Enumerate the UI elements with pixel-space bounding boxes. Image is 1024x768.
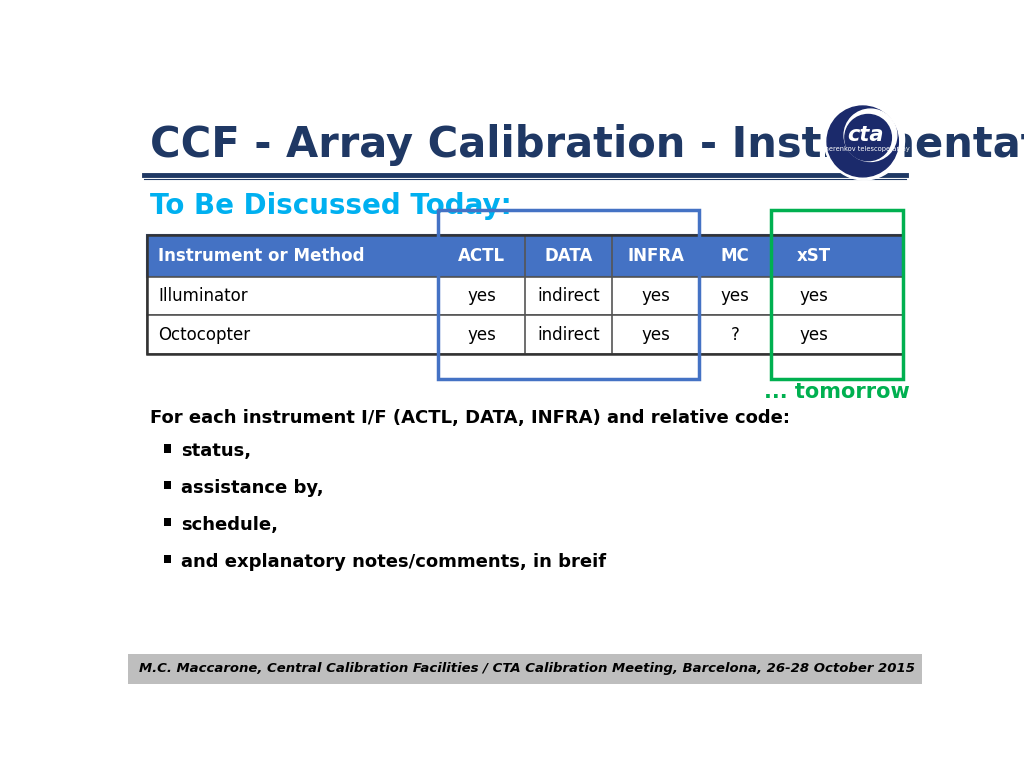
Text: and explanatory notes/comments, in breif: and explanatory notes/comments, in breif bbox=[180, 553, 606, 571]
Text: indirect: indirect bbox=[538, 326, 600, 344]
Text: assistance by,: assistance by, bbox=[180, 478, 324, 497]
Text: yes: yes bbox=[641, 326, 670, 344]
Bar bbox=[164, 518, 171, 526]
Circle shape bbox=[824, 100, 904, 180]
Text: To Be Discussed Today:: To Be Discussed Today: bbox=[150, 192, 511, 220]
Text: schedule,: schedule, bbox=[180, 515, 278, 534]
Bar bbox=[438, 210, 699, 379]
Circle shape bbox=[827, 106, 898, 177]
Bar bbox=[164, 555, 171, 564]
Text: Illuminator: Illuminator bbox=[159, 287, 248, 305]
Text: ACTL: ACTL bbox=[458, 247, 505, 265]
Text: yes: yes bbox=[721, 287, 750, 305]
Bar bbox=[147, 234, 903, 277]
Text: yes: yes bbox=[467, 287, 497, 305]
Bar bbox=[147, 234, 903, 354]
Text: indirect: indirect bbox=[538, 287, 600, 305]
Bar bbox=[771, 210, 903, 379]
Text: M.C. Maccarone, Central Calibration Facilities / CTA Calibration Meeting, Barcel: M.C. Maccarone, Central Calibration Faci… bbox=[139, 662, 914, 675]
Text: status,: status, bbox=[180, 442, 251, 460]
Text: xST: xST bbox=[797, 247, 831, 265]
Text: yes: yes bbox=[800, 287, 828, 305]
Bar bbox=[164, 481, 171, 489]
Text: Octocopter: Octocopter bbox=[159, 326, 250, 344]
Bar bbox=[128, 654, 922, 684]
Text: yes: yes bbox=[641, 287, 670, 305]
Text: cherenkov telescope array: cherenkov telescope array bbox=[821, 146, 910, 152]
Text: yes: yes bbox=[800, 326, 828, 344]
Bar bbox=[147, 316, 903, 354]
Text: cta: cta bbox=[848, 125, 884, 145]
Circle shape bbox=[844, 109, 897, 161]
Text: ... tomorrow: ... tomorrow bbox=[764, 382, 909, 402]
Bar bbox=[164, 444, 171, 452]
Text: ?: ? bbox=[730, 326, 739, 344]
Circle shape bbox=[845, 114, 891, 161]
Text: Instrument or Method: Instrument or Method bbox=[159, 247, 365, 265]
Text: CCF - Array Calibration - Instrumentation: CCF - Array Calibration - Instrumentatio… bbox=[150, 124, 1024, 166]
Text: DATA: DATA bbox=[545, 247, 593, 265]
Text: MC: MC bbox=[721, 247, 750, 265]
Bar bbox=[147, 277, 903, 316]
Text: For each instrument I/F (ACTL, DATA, INFRA) and relative code:: For each instrument I/F (ACTL, DATA, INF… bbox=[150, 409, 790, 428]
Text: yes: yes bbox=[467, 326, 497, 344]
Text: INFRA: INFRA bbox=[627, 247, 684, 265]
